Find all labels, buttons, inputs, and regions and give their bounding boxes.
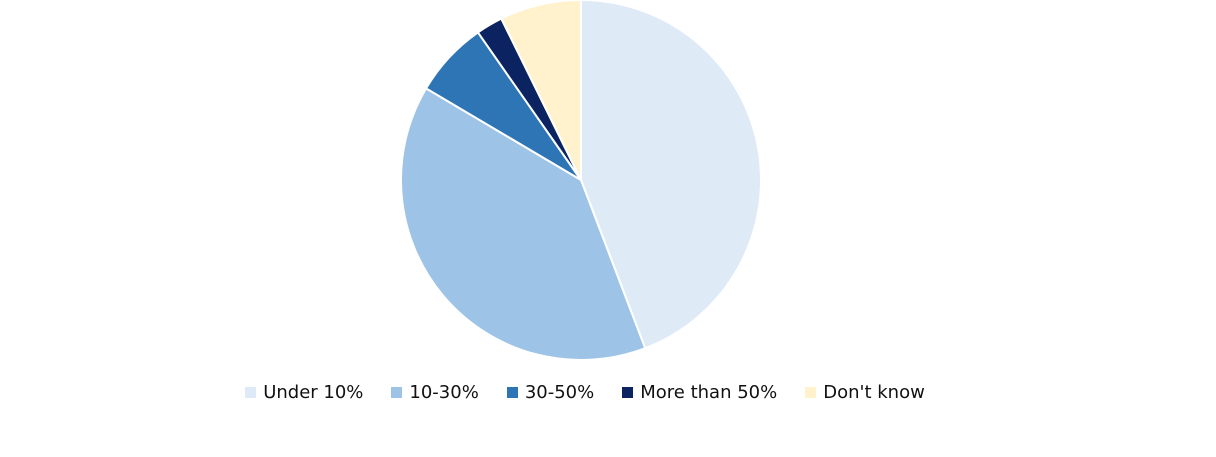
legend-swatch <box>805 386 817 398</box>
legend: Under 10% 10-30% 30-50% More than 50% Don't … <box>0 380 1170 404</box>
legend-swatch <box>245 386 257 398</box>
pie-slice <box>499 0 582 181</box>
legend-swatch <box>622 386 634 398</box>
pie-slice <box>580 0 762 350</box>
legend-item: Under 10% <box>245 380 363 404</box>
legend-item: More than 50% <box>622 380 777 404</box>
legend-label: Don't know <box>823 381 925 403</box>
legend-swatch <box>391 386 403 398</box>
legend-item: 10-30% <box>391 380 479 404</box>
legend-swatch <box>506 386 518 398</box>
legend-label: More than 50% <box>640 381 778 403</box>
legend-item: Don't know <box>805 380 925 404</box>
pie-slice <box>400 87 647 361</box>
legend-label: 10-30% <box>409 381 479 403</box>
legend-label: Under 10% <box>263 381 364 403</box>
legend-label: 30-50% <box>524 381 595 403</box>
legend-item: 30-50% <box>506 380 595 404</box>
